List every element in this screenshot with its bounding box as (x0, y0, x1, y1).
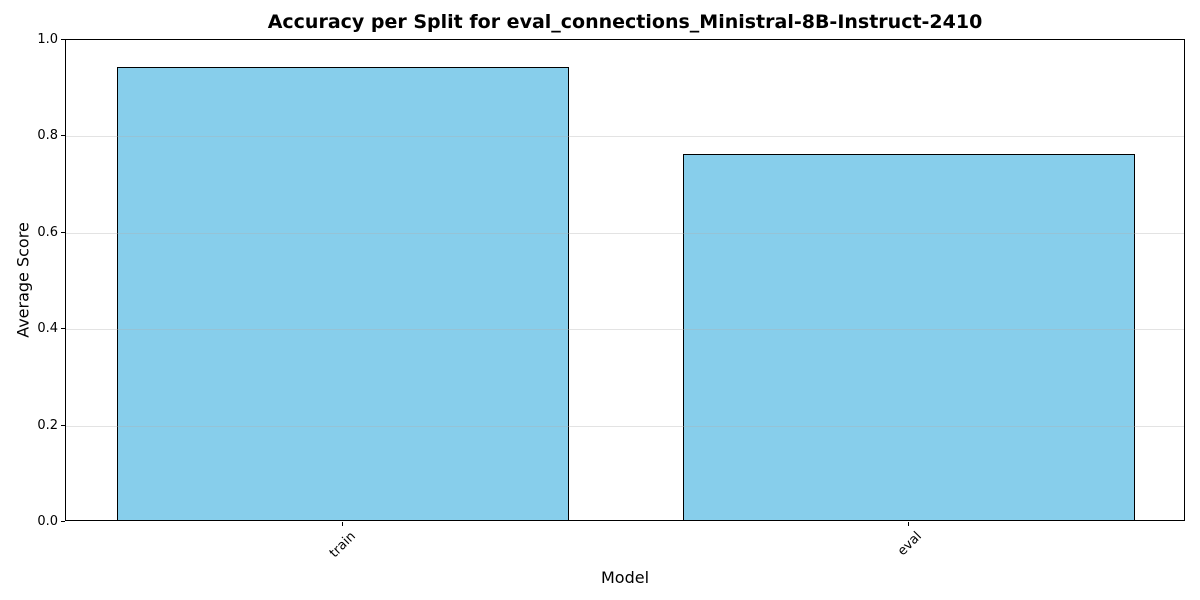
x-tick-mark (907, 522, 909, 526)
y-tick-mark (61, 424, 65, 426)
x-axis-label: Model (600, 568, 650, 587)
chart-title: Accuracy per Split for eval_connections_… (267, 11, 983, 33)
y-tick-label: 0.0 (37, 514, 58, 529)
y-tick-label: 0.2 (37, 417, 58, 433)
x-tick-label-eval: eval (894, 529, 925, 559)
y-tick-label: 0.8 (37, 128, 58, 144)
gridline-y-0.8 (66, 136, 1184, 138)
y-tick-label: 0.4 (37, 321, 58, 337)
y-tick-mark (61, 135, 65, 137)
x-tick-mark (342, 522, 344, 526)
bar-eval (682, 153, 1136, 520)
y-tick-mark (61, 39, 65, 40)
y-tick-label: 1.0 (37, 32, 58, 47)
gridline-y-0.4 (66, 329, 1184, 331)
y-tick-label: 0.6 (37, 224, 58, 240)
y-tick-mark (61, 231, 65, 233)
plot-area (65, 39, 1185, 521)
bar-train (116, 66, 570, 520)
gridline-y-0.2 (66, 425, 1184, 427)
x-tick-label-train: train (326, 529, 359, 562)
y-tick-mark (61, 521, 65, 522)
y-tick-mark (61, 328, 65, 330)
gridline-y-0.6 (66, 232, 1184, 234)
